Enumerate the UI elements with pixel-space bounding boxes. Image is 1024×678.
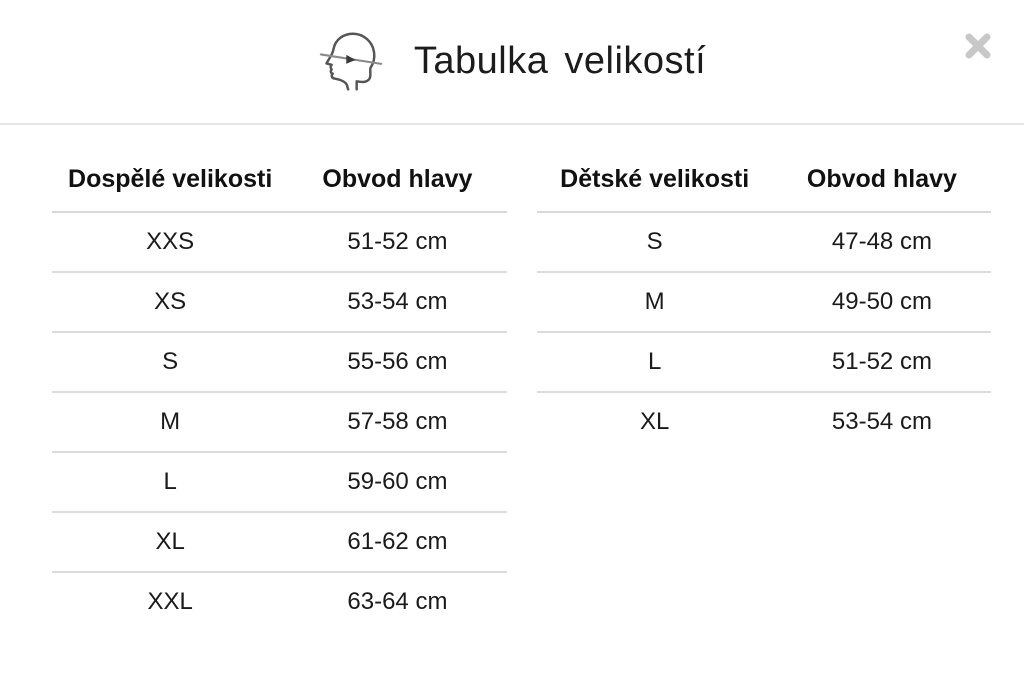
circumference-cell: 59-60 cm: [288, 452, 507, 513]
table-row: XL 53-54 cm: [537, 392, 992, 451]
table-row: S 55-56 cm: [52, 332, 507, 393]
size-cell: XL: [52, 512, 289, 573]
circumference-cell: 57-58 cm: [288, 392, 507, 453]
size-cell: M: [536, 272, 773, 333]
table-header-row: Dětské velikosti Obvod hlavy: [536, 165, 991, 213]
head-circumference-column-header: Obvod hlavy: [772, 165, 991, 213]
size-cell: S: [52, 332, 289, 393]
table-row: M 57-58 cm: [52, 392, 507, 453]
adult-sizes-column-header: Dospělé velikosti: [52, 165, 289, 213]
table-row: XL 61-62 cm: [52, 512, 507, 573]
adult-sizes-table: Dospělé velikosti Obvod hlavy XXS 51-52 …: [52, 165, 507, 631]
table-row: L 59-60 cm: [52, 452, 507, 513]
circumference-cell: 49-50 cm: [772, 272, 991, 333]
modal-header: Tabulka velikostí: [0, 0, 1024, 125]
modal-header-inner: Tabulka velikostí: [318, 29, 706, 95]
close-icon: [963, 31, 993, 66]
circumference-cell: 51-52 cm: [288, 212, 507, 273]
circumference-cell: 63-64 cm: [347, 588, 448, 615]
table-header-row: Dospělé velikosti Obvod hlavy: [52, 165, 507, 213]
table-row: XXS 51-52 cm: [52, 212, 507, 273]
size-cell: L: [52, 452, 289, 513]
close-button[interactable]: [960, 30, 996, 66]
circumference-cell: 55-56 cm: [288, 332, 507, 393]
circumference-cell: 47-48 cm: [772, 212, 991, 273]
circumference-cell: 53-54 cm: [831, 408, 932, 435]
table-row: XXL 63-64 cm: [52, 572, 507, 631]
table-row: S 47-48 cm: [536, 212, 991, 273]
head-circumference-column-header: Obvod hlavy: [288, 165, 507, 213]
table-row: XS 53-54 cm: [52, 272, 507, 333]
size-cell: XL: [639, 408, 670, 435]
children-sizes-table: Dětské velikosti Obvod hlavy S 47-48 cm …: [536, 165, 992, 451]
circumference-cell: 61-62 cm: [288, 512, 507, 573]
size-cell: XXL: [147, 588, 193, 615]
head-measure-icon: [318, 29, 384, 95]
table-row: L 51-52 cm: [536, 332, 991, 393]
modal-title: Tabulka velikostí: [413, 40, 707, 82]
size-cell: S: [536, 212, 773, 273]
children-sizes-column-header: Dětské velikosti: [536, 165, 773, 213]
circumference-cell: 53-54 cm: [288, 272, 507, 333]
size-cell: XS: [52, 272, 289, 333]
circumference-cell: 51-52 cm: [772, 332, 991, 393]
tables-area: Dospělé velikosti Obvod hlavy XXS 51-52 …: [0, 125, 1024, 631]
size-cell: L: [536, 332, 773, 393]
size-cell: M: [52, 392, 289, 453]
size-cell: XXS: [52, 212, 289, 273]
table-row: M 49-50 cm: [536, 272, 991, 333]
